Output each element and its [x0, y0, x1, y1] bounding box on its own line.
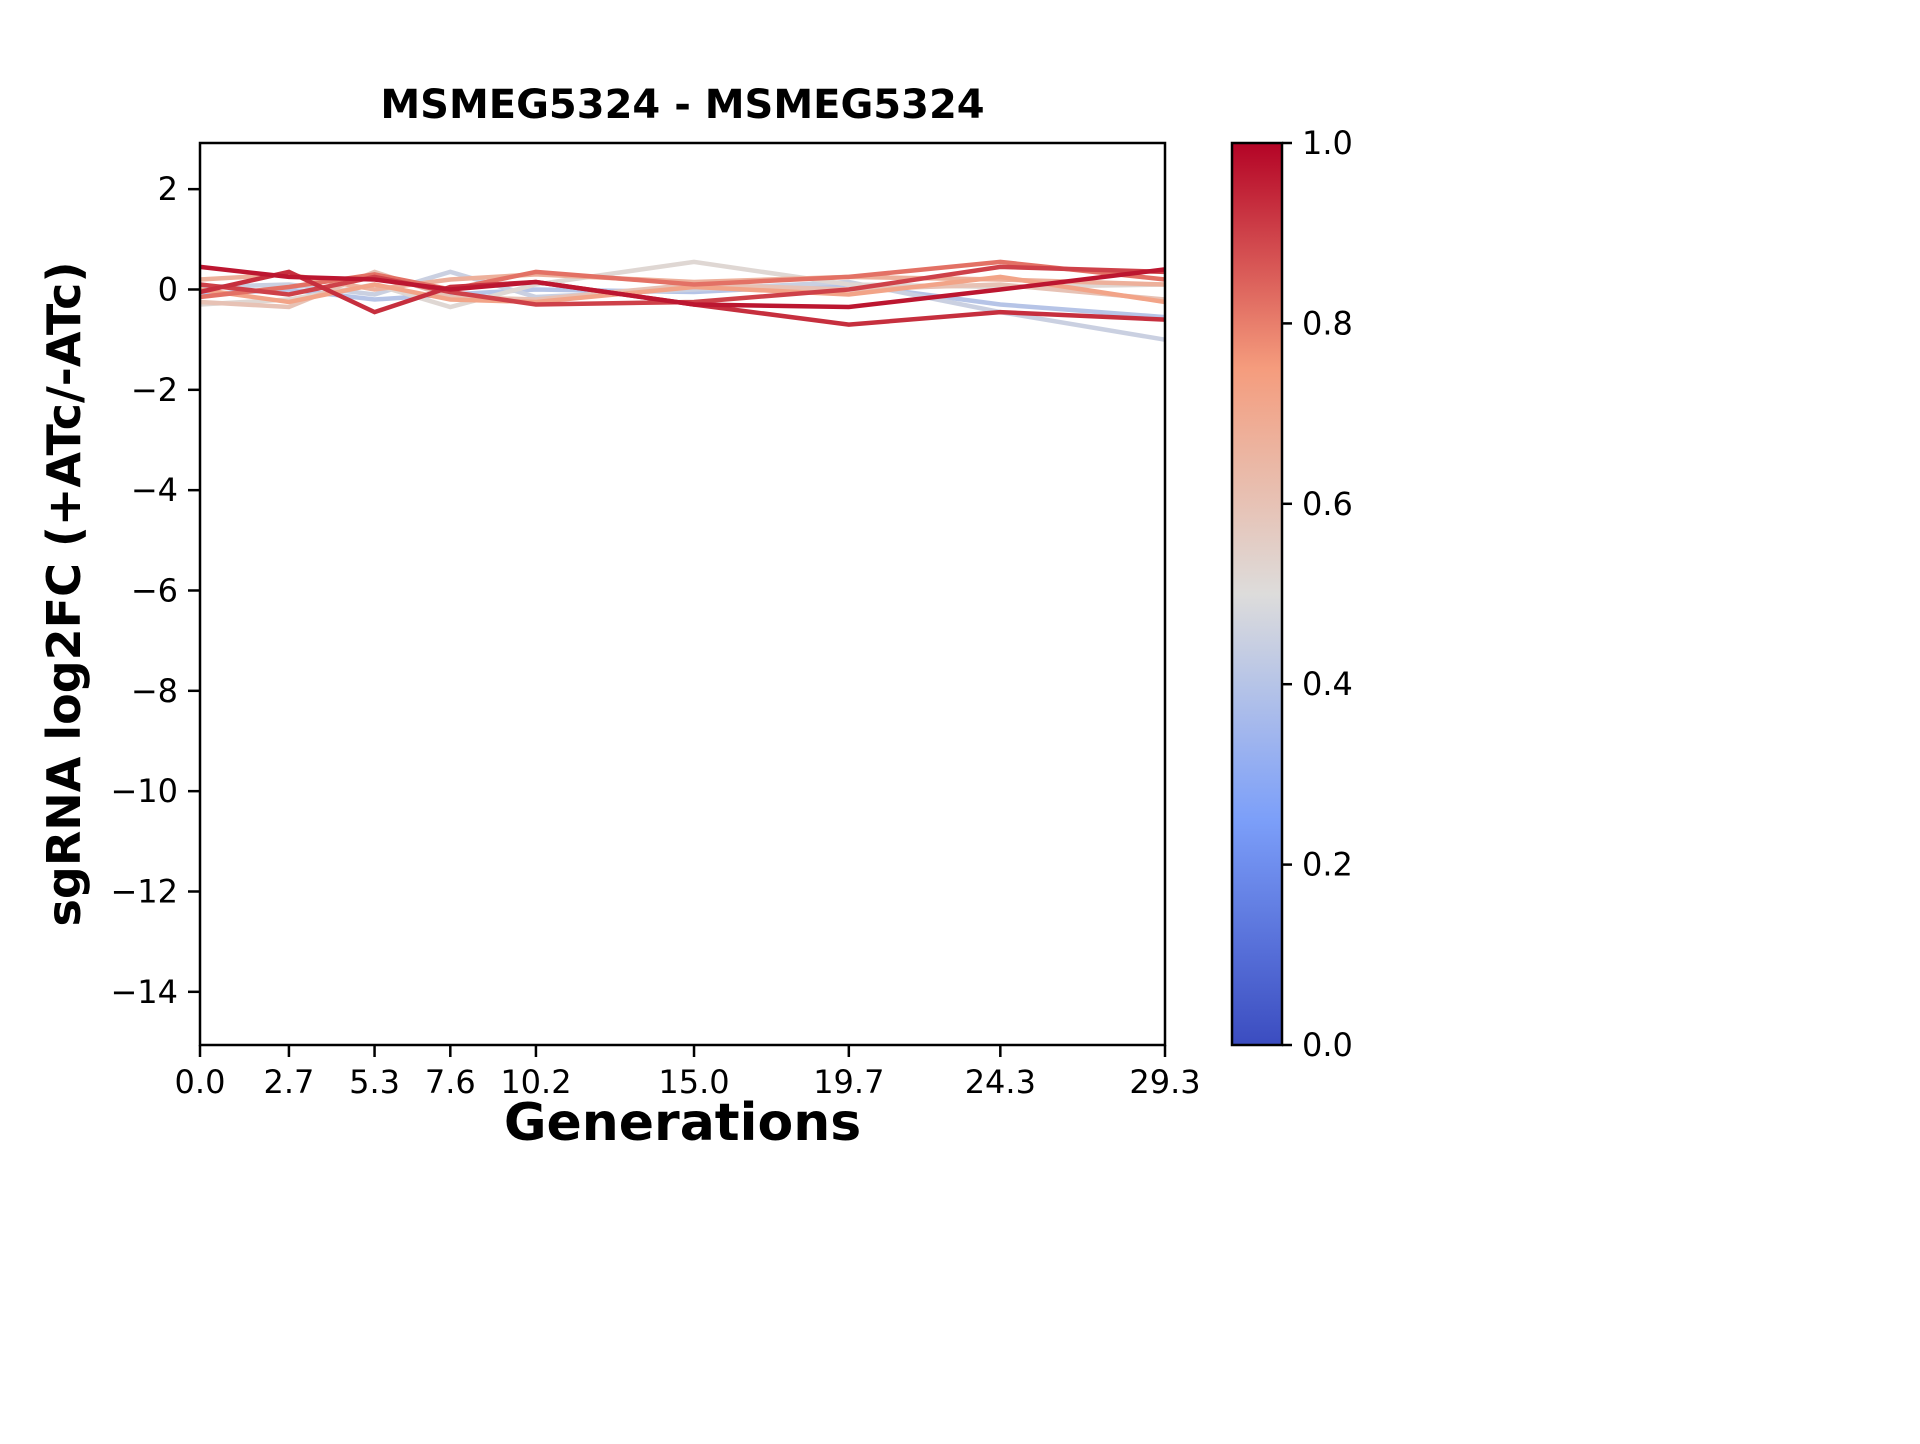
y-tick-label: −8 — [131, 672, 178, 710]
x-tick-label: 15.0 — [658, 1063, 729, 1101]
colorbar-tick-label: 0.2 — [1302, 846, 1353, 884]
x-tick-label: 24.3 — [965, 1063, 1036, 1101]
colorbar-tick-label: 1.0 — [1302, 124, 1353, 162]
axes-border — [198, 141, 1167, 1047]
x-tick-label: 19.7 — [813, 1063, 884, 1101]
y-tick-label: 0 — [158, 270, 178, 308]
x-tick-label: 2.7 — [263, 1063, 314, 1101]
x-tick-label: 10.2 — [500, 1063, 571, 1101]
x-tick-label: 5.3 — [349, 1063, 400, 1101]
chart-title: MSMEG5324 - MSMEG5324 — [380, 82, 984, 128]
colorbar-tick-label: 0.4 — [1302, 665, 1353, 703]
colorbar — [1232, 143, 1282, 1045]
x-tick-label: 29.3 — [1129, 1063, 1200, 1101]
series-line-line-1 — [199, 264, 1166, 310]
y-axis-label: sgRNA log2FC (+ATc/-ATc) — [37, 262, 91, 927]
x-tick-label: 7.6 — [425, 1063, 476, 1101]
series-line-line-4 — [199, 259, 1166, 300]
y-tick-label: −12 — [110, 872, 178, 910]
y-tick-label: −4 — [131, 471, 178, 509]
y-tick-label: −10 — [110, 772, 178, 810]
colorbar-tick-label: 0.0 — [1302, 1026, 1353, 1064]
colorbar-tick-label: 0.6 — [1302, 485, 1353, 523]
series-line-line-3 — [199, 264, 1166, 307]
y-tick-label: −2 — [131, 371, 178, 409]
series-line-line-5 — [199, 274, 1166, 305]
x-tick-label: 0.0 — [175, 1063, 226, 1101]
y-tick-label: −14 — [110, 973, 178, 1011]
y-tick-label: −6 — [131, 571, 178, 609]
colorbar-border — [1230, 141, 1284, 1047]
series-group — [199, 259, 1166, 342]
x-axis-label: Generations — [504, 1093, 861, 1153]
colorbar-tick-label: 0.8 — [1302, 304, 1353, 342]
y-tick-label: 2 — [158, 170, 178, 208]
